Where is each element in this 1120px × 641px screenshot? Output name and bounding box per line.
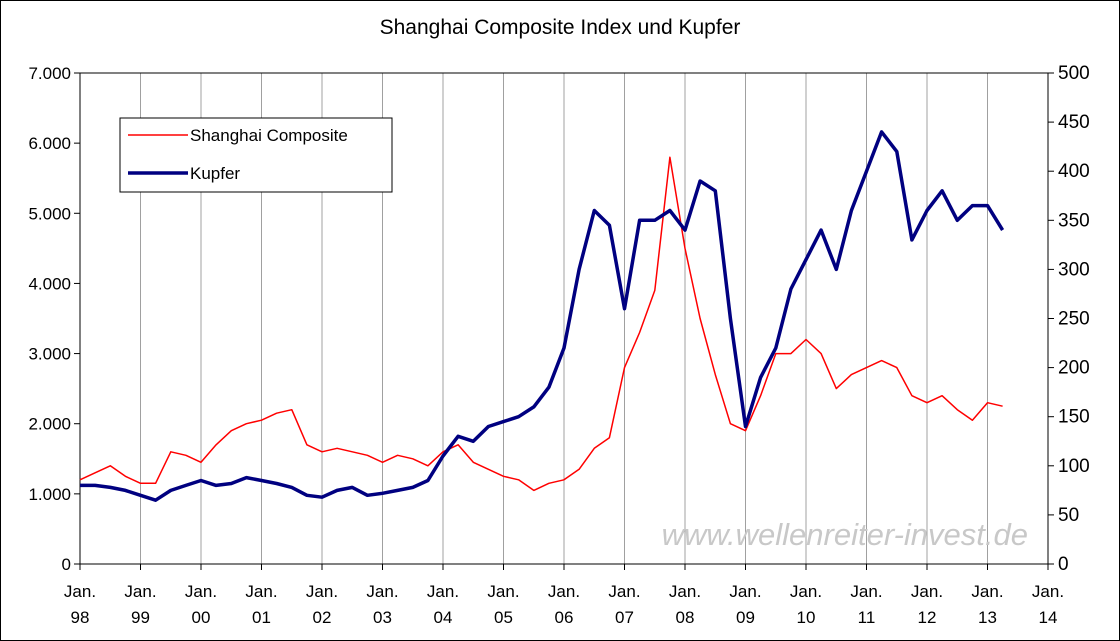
legend-box xyxy=(119,117,393,193)
x-tick-label: Jan. 07 xyxy=(608,582,640,627)
y2-tick-label: 100 xyxy=(1058,456,1090,477)
x-tick-label: Jan. 11 xyxy=(850,582,882,627)
x-tick-label: Jan. 10 xyxy=(790,582,822,627)
x-tick-label: Jan. 06 xyxy=(548,582,580,627)
y2-tick-label: 500 xyxy=(1058,63,1090,84)
y-tick-label: 1.000 xyxy=(28,485,71,504)
legend: Shanghai Composite Kupfer xyxy=(119,117,393,193)
y2-tick-label: 450 xyxy=(1058,112,1090,133)
x-tick-label: Jan. 13 xyxy=(971,582,1003,627)
plot-frame xyxy=(79,72,1049,565)
x-tick-label: Jan. 99 xyxy=(124,582,156,627)
y2-tick-label: 400 xyxy=(1058,161,1090,182)
x-tick-label: Jan. 08 xyxy=(669,582,701,627)
x-tick-label: Jan. 00 xyxy=(185,582,217,627)
x-tick-label: Jan. 12 xyxy=(911,582,943,627)
x-tick-label: Jan. 05 xyxy=(487,582,519,627)
y2-tick-label: 50 xyxy=(1058,505,1079,526)
y-tick-label: 7.000 xyxy=(28,64,71,83)
x-tick-label: Jan. 98 xyxy=(64,582,96,627)
y-tick-label: 3.000 xyxy=(28,345,71,364)
y2-tick-label: 300 xyxy=(1058,259,1090,280)
y-tick-label: 0 xyxy=(62,555,71,574)
y2-tick-label: 350 xyxy=(1058,210,1090,231)
legend-label: Kupfer xyxy=(190,164,240,183)
x-tick-label: Jan. 01 xyxy=(245,582,277,627)
legend-label: Shanghai Composite xyxy=(190,126,348,145)
y2-tick-label: 150 xyxy=(1058,407,1090,428)
y-tick-label: 4.000 xyxy=(28,274,71,293)
chart-title: Shanghai Composite Index und Kupfer xyxy=(380,16,741,39)
series-line xyxy=(80,130,1005,502)
watermark: www.wellenreiter-invest.de xyxy=(662,517,1028,552)
y-tick-label: 2.000 xyxy=(28,415,71,434)
y2-tick-label: 250 xyxy=(1058,309,1090,330)
series-line xyxy=(79,156,1003,492)
y2-tick-label: 200 xyxy=(1058,358,1090,379)
y-tick-label: 5.000 xyxy=(28,204,71,223)
y2-tick-label: 0 xyxy=(1058,554,1069,575)
x-tick-label: Jan. 09 xyxy=(729,582,761,627)
y-tick-label: 6.000 xyxy=(28,134,71,153)
x-tick-label: Jan. 14 xyxy=(1032,582,1064,627)
x-tick-label: Jan. 03 xyxy=(366,582,398,627)
x-tick-label: Jan. 04 xyxy=(427,582,459,627)
x-tick-label: Jan. 02 xyxy=(306,582,338,627)
